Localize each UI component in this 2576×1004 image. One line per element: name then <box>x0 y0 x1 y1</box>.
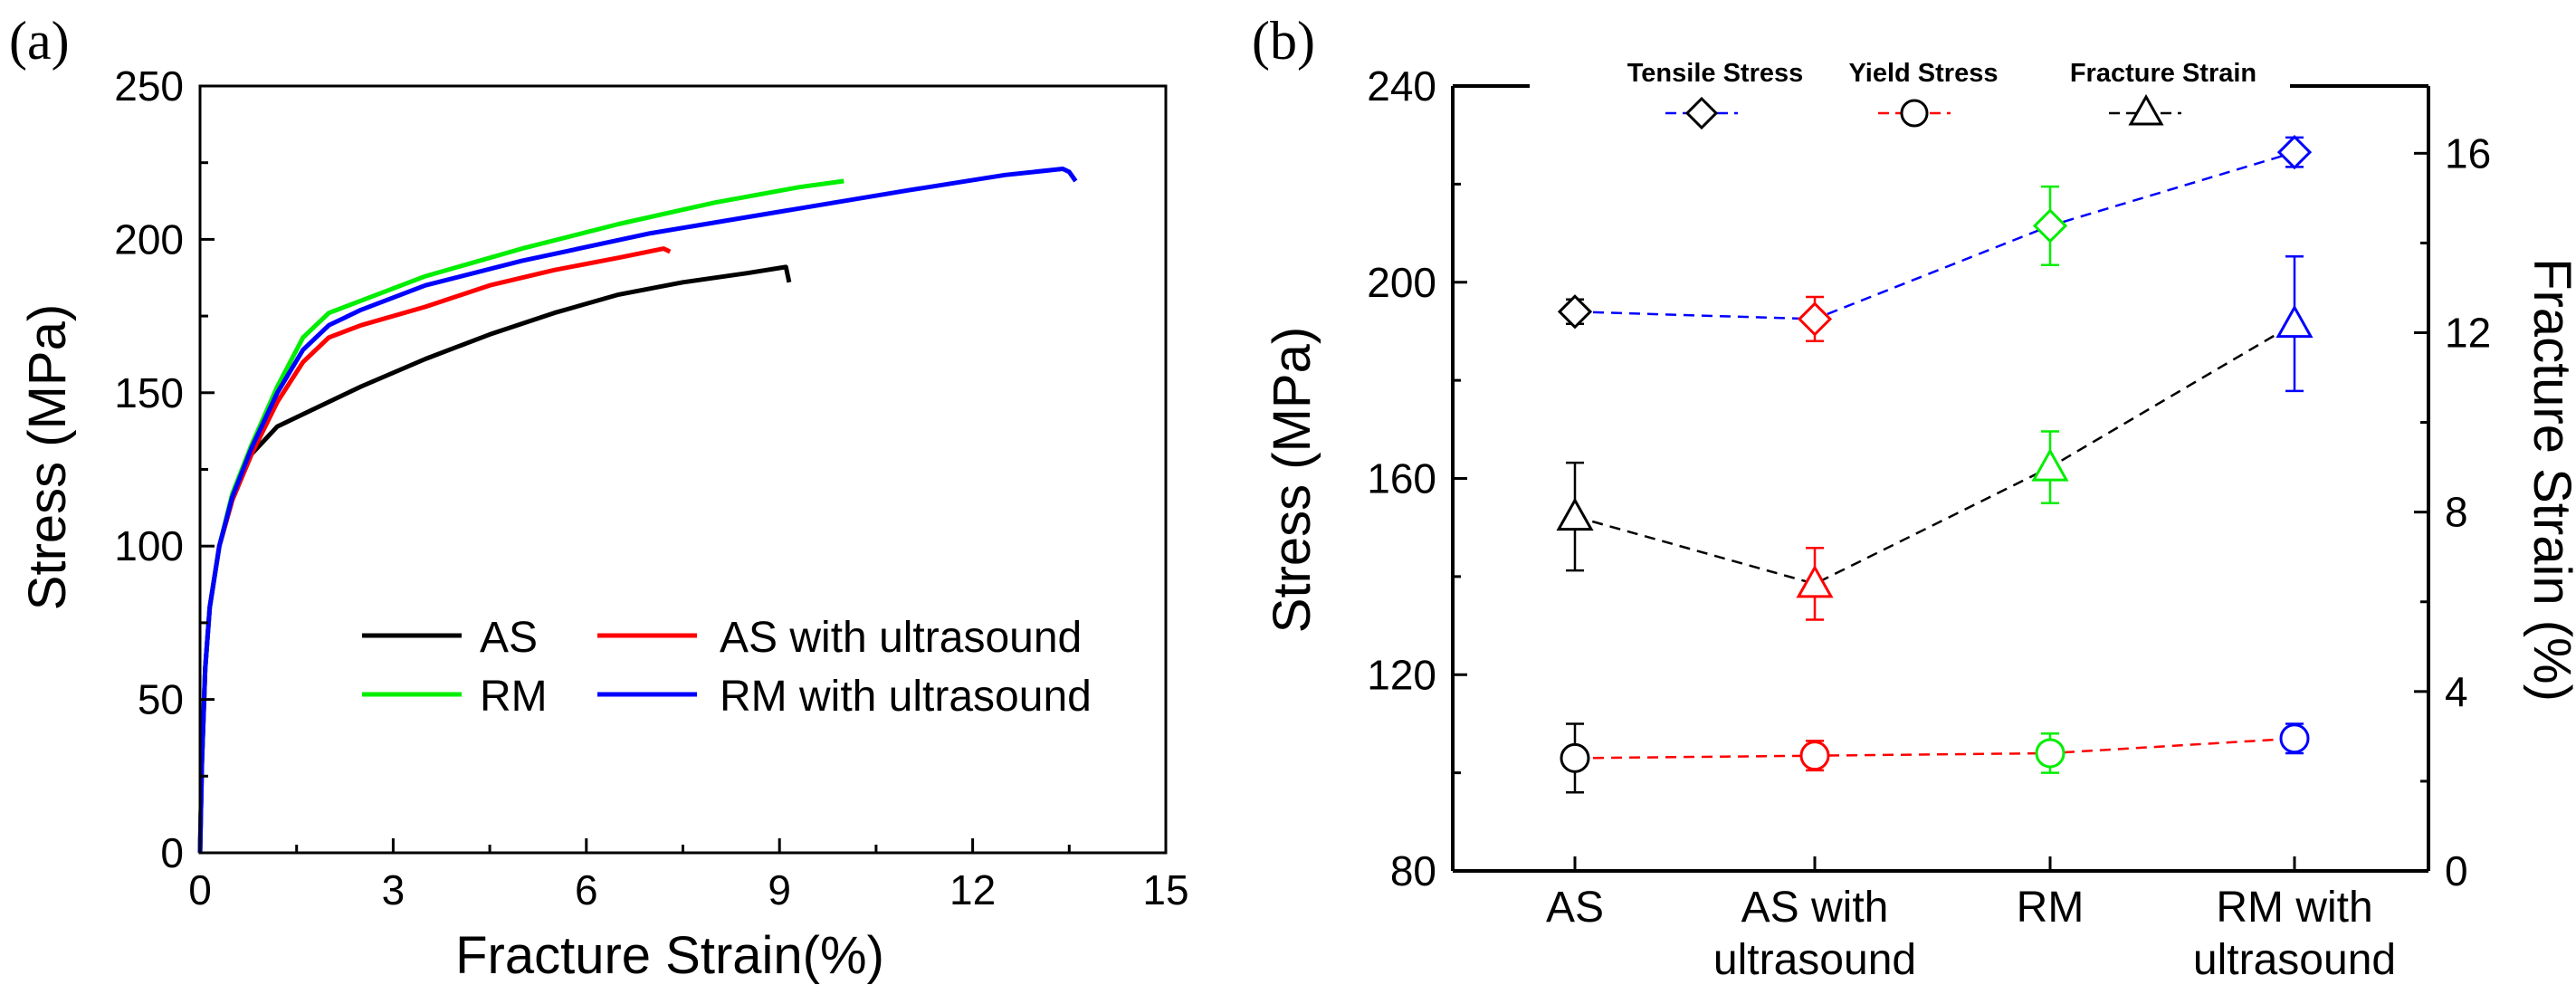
legend-label-as-with-ultrasound: AS with ultrasound <box>720 614 1082 662</box>
right-y-tick-label: 8 <box>2445 489 2468 536</box>
x-tick-label: 9 <box>768 866 791 913</box>
right-y-tick-label: 0 <box>2445 847 2468 894</box>
fracture-strain-point <box>1796 564 1834 598</box>
left-y-tick-label: 200 <box>1367 259 1436 306</box>
legend-diamond-icon <box>1684 96 1719 130</box>
legend-label-rm-with-ultrasound: RM with ultrasound <box>720 673 1092 721</box>
panel-a-y-axis-title: Stress (MPa) <box>18 304 77 610</box>
yield-stress-point <box>2279 723 2310 754</box>
curve-as-with-ultrasound <box>197 246 672 854</box>
right-y-tick-label: 12 <box>2445 309 2491 356</box>
x-tick-label: 6 <box>575 866 598 913</box>
x-tick-label: 0 <box>188 866 212 913</box>
dashed-line-fracture-strain <box>1574 322 2295 586</box>
x-category-label: AS <box>1546 884 1604 932</box>
x-category-label: AS with ultrasound <box>1713 884 1916 984</box>
legend-circle-icon <box>1900 99 1929 128</box>
panel-a-plot-frame <box>198 84 1168 855</box>
y-tick-label: 150 <box>114 369 184 416</box>
legend-label-tensile-stress: Tensile Stress <box>1627 59 1804 88</box>
yield-stress-point <box>1560 742 1590 773</box>
x-tick-label: 3 <box>382 866 405 913</box>
fracture-strain-point <box>2031 448 2069 482</box>
tensile-stress-point <box>1557 294 1593 330</box>
x-tick-label: 12 <box>949 866 996 913</box>
x-category-label: RM <box>2017 884 2085 932</box>
left-y-tick-label: 160 <box>1367 455 1436 502</box>
dashed-line-yield-stress <box>1574 737 2295 760</box>
right-y-tick-label: 4 <box>2445 668 2468 715</box>
legend-label-yield-stress: Yield Stress <box>1849 59 1999 88</box>
fracture-strain-point <box>2275 304 2314 339</box>
curve-rm <box>197 178 844 854</box>
tensile-stress-point <box>2276 135 2313 170</box>
right-y-tick-label: 16 <box>2445 129 2491 177</box>
y-tick-label: 200 <box>114 215 184 263</box>
y-tick-label: 100 <box>114 522 184 569</box>
panel-b-y2-axis-title: Fracture Strain (%) <box>2523 258 2576 702</box>
yield-stress-point <box>1799 741 1830 771</box>
panel-b-label: (b) <box>1252 11 1315 71</box>
panel-a-legend: AS AS with ultrasound RM RM with ultraso… <box>362 614 1092 721</box>
curve-rm-with-ultrasound <box>197 167 1078 854</box>
curve-as <box>197 264 792 854</box>
y-tick-label: 250 <box>114 62 184 110</box>
dashed-line-tensile-stress <box>1574 151 2295 320</box>
legend-triangle-icon <box>2128 93 2164 126</box>
legend-label-as: AS <box>480 614 538 662</box>
fracture-strain-point <box>1556 497 1594 531</box>
x-category-label: RM with ultrasound <box>2193 884 2396 984</box>
panel-b-y-axis-title: Stress (MPa) <box>1263 327 1321 633</box>
legend-label-rm: RM <box>480 673 548 721</box>
y-tick-label: 50 <box>138 676 184 723</box>
tensile-stress-point <box>2032 208 2068 244</box>
left-y-tick-label: 80 <box>1390 847 1436 894</box>
tensile-stress-point <box>1797 301 1833 337</box>
legend-label-fracture-strain: Fracture Strain <box>2070 59 2256 88</box>
panel-a-x-axis-title: Fracture Strain(%) <box>455 926 884 985</box>
panel-a-label: (a) <box>9 11 70 71</box>
left-y-tick-label: 240 <box>1367 62 1436 110</box>
x-tick-label: 15 <box>1142 866 1188 913</box>
left-y-tick-label: 120 <box>1367 651 1436 698</box>
y-tick-label: 0 <box>160 829 184 876</box>
yield-stress-point <box>2035 738 2066 769</box>
panel-b-legend: Tensile Stress Yield Stress Fracture Str… <box>1627 59 2256 130</box>
